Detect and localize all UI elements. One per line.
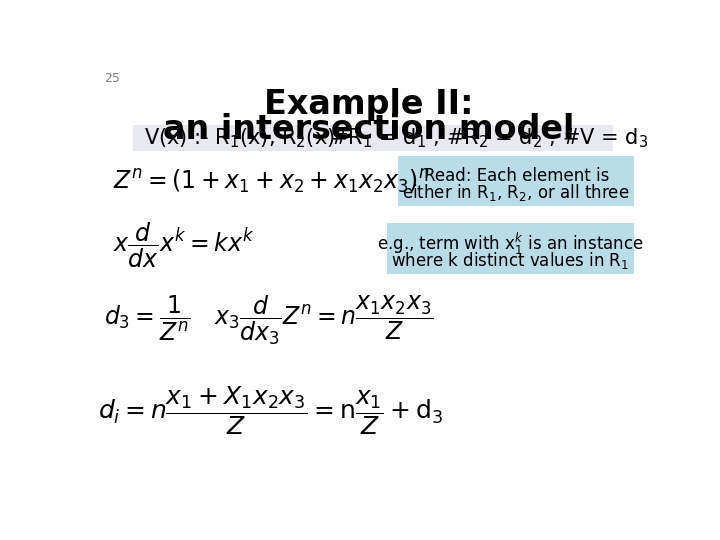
Text: $Z^n = (1+x_1+x_2+x_1 x_2 x_3)^n$: $Z^n = (1+x_1+x_2+x_1 x_2 x_3)^n$ [113, 168, 430, 196]
FancyBboxPatch shape [132, 125, 613, 151]
Text: $d_3 = \dfrac{1}{Z^n} \quad x_3\dfrac{d}{dx_3}Z^n = n\dfrac{x_1 x_2 x_3}{Z}$: $d_3 = \dfrac{1}{Z^n} \quad x_3\dfrac{d}… [104, 294, 433, 347]
Text: Example II:: Example II: [264, 88, 474, 121]
Text: either in R$_1$, R$_2$, or all three: either in R$_1$, R$_2$, or all three [402, 182, 630, 203]
Text: an intersection model: an intersection model [163, 112, 575, 146]
Text: e.g., term with x$_1^k$ is an instance: e.g., term with x$_1^k$ is an instance [377, 231, 644, 256]
FancyBboxPatch shape [387, 224, 634, 274]
Text: $x\dfrac{d}{dx}x^k = kx^k$: $x\dfrac{d}{dx}x^k = kx^k$ [113, 221, 255, 271]
FancyBboxPatch shape [398, 156, 634, 206]
Text: Read: Each element is: Read: Each element is [423, 167, 609, 185]
Text: 25: 25 [104, 72, 120, 85]
Text: where k distinct values in R$_1$: where k distinct values in R$_1$ [391, 250, 629, 271]
Text: $d_i = n\dfrac{x_1 + X_1 x_2 x_3}{Z} = \mathrm{n}\dfrac{x_1}{Z} + \mathrm{d}_3$: $d_i = n\dfrac{x_1 + X_1 x_2 x_3}{Z} = \… [98, 386, 444, 437]
Text: V(x) :- R$_1$(x), R$_2$(x): V(x) :- R$_1$(x), R$_2$(x) [144, 126, 335, 150]
Text: #R$_1$ = d$_1$ , #R$_2$ = d$_2$ , #V = d$_3$: #R$_1$ = d$_1$ , #R$_2$ = d$_2$ , #V = d… [330, 126, 649, 150]
